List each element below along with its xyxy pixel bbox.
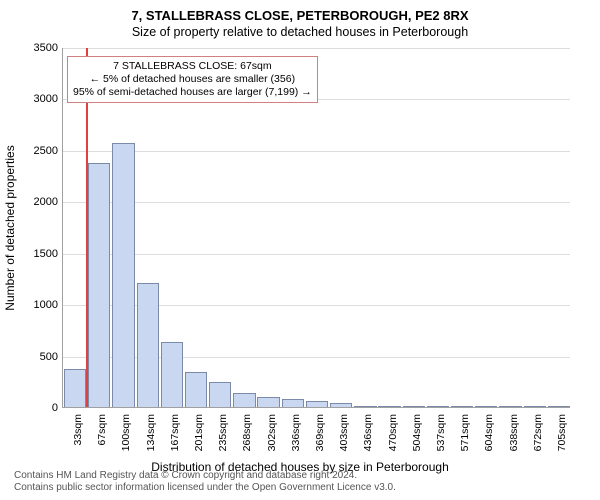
- x-tick-label: 638sqm: [508, 414, 520, 464]
- y-axis-label: Number of detached properties: [3, 145, 17, 310]
- histogram-bar: [427, 406, 449, 407]
- histogram-bar: [282, 399, 304, 407]
- y-tick-label: 2000: [18, 196, 58, 208]
- histogram-bar: [112, 143, 134, 407]
- y-tick-label: 1500: [18, 248, 58, 260]
- footer-line1: Contains HM Land Registry data © Crown c…: [14, 470, 396, 482]
- histogram-bar: [88, 163, 110, 407]
- y-tick-label: 3000: [18, 93, 58, 105]
- y-tick-label: 3500: [18, 42, 58, 54]
- footer-line2: Contains public sector information licen…: [14, 482, 396, 494]
- x-tick-label: 235sqm: [217, 414, 229, 464]
- x-tick-label: 537sqm: [435, 414, 447, 464]
- x-tick-label: 134sqm: [145, 414, 157, 464]
- histogram-bar: [233, 393, 255, 407]
- x-tick-label: 571sqm: [459, 414, 471, 464]
- histogram-bar: [378, 406, 400, 407]
- x-tick-label: 268sqm: [241, 414, 253, 464]
- x-tick-label: 201sqm: [193, 414, 205, 464]
- histogram-bar: [475, 406, 497, 407]
- footer-attribution: Contains HM Land Registry data © Crown c…: [14, 470, 396, 494]
- x-tick-label: 67sqm: [96, 414, 108, 464]
- x-tick-label: 436sqm: [362, 414, 374, 464]
- y-tick-label: 2500: [18, 145, 58, 157]
- histogram-bar: [64, 369, 86, 407]
- x-tick-label: 672sqm: [532, 414, 544, 464]
- histogram-bar: [403, 406, 425, 407]
- y-tick-label: 500: [18, 351, 58, 363]
- gridline: [63, 48, 570, 49]
- page-title-address: 7, STALLEBRASS CLOSE, PETERBOROUGH, PE2 …: [0, 8, 600, 23]
- annotation-box: 7 STALLEBRASS CLOSE: 67sqm← 5% of detach…: [67, 56, 318, 103]
- gridline: [63, 254, 570, 255]
- x-tick-label: 470sqm: [387, 414, 399, 464]
- histogram-bar: [257, 397, 279, 407]
- x-tick-label: 403sqm: [338, 414, 350, 464]
- histogram-bar: [354, 406, 376, 407]
- histogram-bar: [137, 283, 159, 407]
- histogram-bar: [499, 406, 521, 407]
- x-tick-label: 33sqm: [72, 414, 84, 464]
- x-tick-label: 302sqm: [266, 414, 278, 464]
- x-tick-label: 167sqm: [169, 414, 181, 464]
- annotation-line: ← 5% of detached houses are smaller (356…: [73, 73, 312, 86]
- gridline: [63, 202, 570, 203]
- y-tick-label: 0: [18, 402, 58, 414]
- histogram-bar: [548, 406, 570, 407]
- x-tick-label: 100sqm: [120, 414, 132, 464]
- histogram-bar: [185, 372, 207, 407]
- chart-plot-area: 7 STALLEBRASS CLOSE: 67sqm← 5% of detach…: [62, 48, 570, 408]
- annotation-line: 7 STALLEBRASS CLOSE: 67sqm: [73, 60, 312, 73]
- x-tick-label: 504sqm: [411, 414, 423, 464]
- page-title-subtitle: Size of property relative to detached ho…: [0, 25, 600, 39]
- x-tick-label: 604sqm: [483, 414, 495, 464]
- y-tick-label: 1000: [18, 299, 58, 311]
- x-tick-label: 336sqm: [290, 414, 302, 464]
- histogram-bar: [209, 382, 231, 407]
- histogram-bar: [306, 401, 328, 407]
- x-tick-label: 705sqm: [556, 414, 568, 464]
- histogram-bar: [524, 406, 546, 407]
- gridline: [63, 151, 570, 152]
- histogram-bar: [330, 403, 352, 407]
- histogram-bar: [161, 342, 183, 407]
- annotation-line: 95% of semi-detached houses are larger (…: [73, 86, 312, 99]
- histogram-bar: [451, 406, 473, 407]
- x-tick-label: 369sqm: [314, 414, 326, 464]
